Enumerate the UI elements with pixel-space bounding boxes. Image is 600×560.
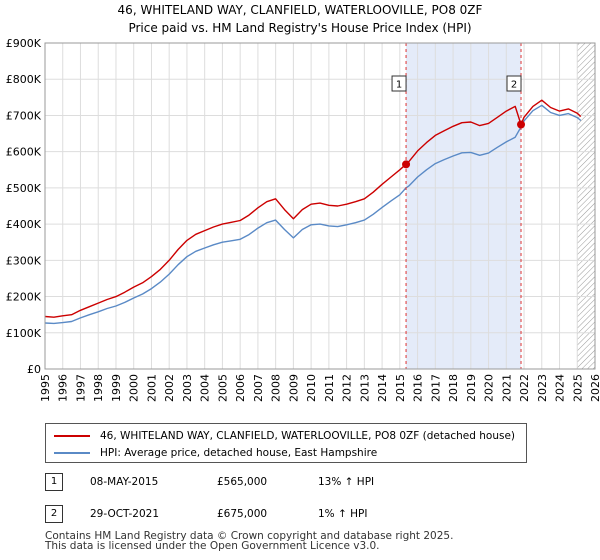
x-tick-label: 2011 [323,374,336,402]
sale-2-marker-box [506,75,522,92]
x-tick-label: 2009 [287,374,300,402]
x-tick-label: 1996 [57,374,70,402]
sale-1-marker-box [391,75,407,92]
x-tick-label: 2021 [500,374,513,402]
y-tick-label: £300K [6,254,42,267]
sale-date-1: 08-MAY-2015 [90,476,159,488]
x-tick-label: 2003 [181,374,194,402]
sale-price-1: £565,000 [217,476,268,488]
sale-1-marker-label: 1 [396,80,402,91]
x-tick-label: 2012 [341,374,354,402]
x-tick-label: 1999 [110,374,123,402]
sale-badge-1: 1 [45,473,63,491]
x-tick-label: 2001 [145,374,158,402]
legend-label-hpi: HPI: Average price, detached house, East… [100,447,378,459]
hpi-series-line [44,104,582,325]
sale-2-marker-label: 2 [511,80,517,91]
sale-price-2: £675,000 [217,508,268,520]
y-tick-label: £800K [6,73,42,86]
price-chart: 46, WHITELAND WAY, CLANFIELD, WATERLOOVI… [6,3,600,402]
y-tick-label: £0 [27,363,41,376]
y-tick-label: £900K [6,37,42,50]
y-tick-label: £600K [6,146,42,159]
x-tick-label: 2005 [216,374,229,402]
legend: 46, WHITELAND WAY, CLANFIELD, WATERLOOVI… [45,423,527,463]
x-tick-label: 2008 [270,374,283,402]
x-tick-label: 2020 [483,374,496,402]
x-tick-label: 2000 [128,374,141,402]
legend-label-property: 46, WHITELAND WAY, CLANFIELD, WATERLOOVI… [100,430,516,442]
chart-title: 46, WHITELAND WAY, CLANFIELD, WATERLOOVI… [118,3,483,17]
forecast-hatch [577,43,595,369]
x-tick-label: 2024 [554,374,567,402]
y-tick-label: £500K [6,182,42,195]
sale-hpi-2: 1% ↑ HPI [318,508,368,520]
chart-subtitle: Price paid vs. HM Land Registry's House … [128,21,471,35]
x-tick-label: 2017 [429,374,442,402]
x-tick-label: 2002 [163,374,176,402]
sale-period-shading [406,43,522,369]
sale-row-2: 2 29-OCT-2021 £675,000 1% ↑ HPI [45,504,545,524]
footer-copyright: Contains HM Land Registry data © Crown c… [45,530,454,542]
legend-swatch-hpi [54,452,90,454]
sale-date-2: 29-OCT-2021 [90,508,159,520]
x-tick-label: 2014 [376,374,389,402]
sale-badge-2: 2 [45,505,63,523]
sale-1-point [402,160,411,169]
footer-licence: This data is licensed under the Open Gov… [45,540,380,552]
y-tick-label: £700K [6,109,42,122]
x-tick-label: 2015 [394,374,407,402]
x-tick-label: 2018 [447,374,460,402]
x-tick-label: 1995 [39,374,52,402]
x-tick-label: 2016 [412,374,425,402]
y-tick-label: £100K [6,327,42,340]
legend-swatch-property [54,435,90,437]
y-tick-label: £200K [6,291,42,304]
x-tick-label: 2025 [571,374,584,402]
x-tick-label: 2019 [465,374,478,402]
x-tick-label: 2006 [234,374,247,402]
sale-2-point [517,120,526,129]
x-tick-label: 2026 [589,374,600,402]
x-tick-label: 2010 [305,374,318,402]
y-tick-label: £400K [6,218,42,231]
x-tick-label: 2007 [252,374,265,402]
plot-frame [44,42,596,370]
sale-hpi-1: 13% ↑ HPI [318,476,375,488]
property-series-line [44,99,582,318]
footer: Contains HM Land Registry data © Crown c… [45,530,454,552]
x-tick-label: 2023 [536,374,549,402]
x-tick-label: 1998 [92,374,105,402]
x-tick-label: 2022 [518,374,531,402]
x-tick-label: 2004 [199,374,212,402]
x-tick-label: 1997 [74,374,87,402]
sale-row-1: 1 08-MAY-2015 £565,000 13% ↑ HPI [45,472,545,492]
x-tick-label: 2013 [358,374,371,402]
